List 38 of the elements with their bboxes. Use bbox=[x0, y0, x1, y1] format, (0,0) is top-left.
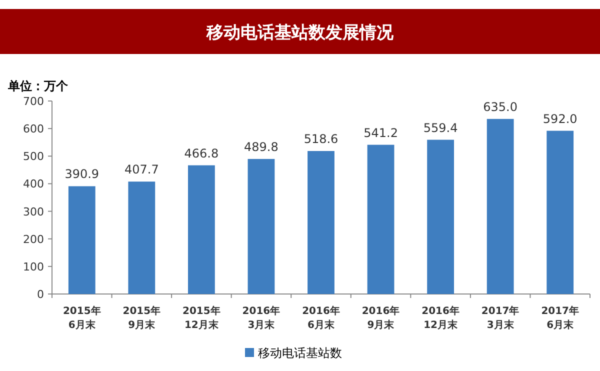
x-tick-label: 2017年6月末 bbox=[541, 305, 580, 331]
y-axis-title: 单位：万个 bbox=[7, 79, 69, 93]
bar bbox=[427, 140, 454, 294]
bar bbox=[367, 144, 394, 294]
y-tick-label: 600 bbox=[23, 122, 44, 136]
data-label: 407.7 bbox=[124, 162, 159, 177]
x-tick-label: 2015年6月末 bbox=[62, 305, 101, 331]
x-tick-label: 2015年9月末 bbox=[122, 305, 161, 331]
bar bbox=[486, 118, 514, 294]
y-tick-label: 0 bbox=[37, 288, 44, 301]
y-tick-label: 200 bbox=[23, 232, 44, 246]
x-tick-label: 2017年3月末 bbox=[481, 305, 520, 331]
data-label: 489.8 bbox=[244, 140, 278, 154]
y-tick-label: 500 bbox=[23, 150, 44, 164]
y-tick-label: 400 bbox=[23, 178, 44, 191]
x-tick-label: 2015年12月末 bbox=[182, 305, 220, 331]
bar bbox=[546, 130, 574, 294]
bar bbox=[128, 182, 156, 294]
legend-label: 移动电话基站数 bbox=[258, 346, 342, 360]
data-label: 518.6 bbox=[304, 132, 338, 146]
y-tick-label: 700 bbox=[23, 95, 44, 108]
x-tick-label: 2016年3月末 bbox=[242, 305, 280, 331]
y-tick-label: 100 bbox=[23, 260, 44, 274]
x-tick-label: 2016年6月末 bbox=[302, 305, 340, 331]
data-label: 635.0 bbox=[483, 100, 518, 114]
bar bbox=[68, 186, 96, 294]
data-label: 559.4 bbox=[423, 120, 458, 135]
bar bbox=[248, 158, 275, 294]
x-tick-label: 2016年9月末 bbox=[362, 305, 400, 331]
data-label: 390.9 bbox=[64, 167, 100, 182]
bar bbox=[308, 151, 334, 294]
data-label: 592.0 bbox=[542, 112, 578, 126]
x-tick-label: 2016年12月末 bbox=[422, 305, 460, 331]
chart-title: 移动电话基站数发展情况 bbox=[206, 23, 394, 43]
data-label: 541.2 bbox=[364, 126, 398, 140]
y-tick-label: 300 bbox=[23, 205, 44, 218]
data-label: 466.8 bbox=[184, 146, 219, 160]
bar bbox=[188, 165, 215, 294]
